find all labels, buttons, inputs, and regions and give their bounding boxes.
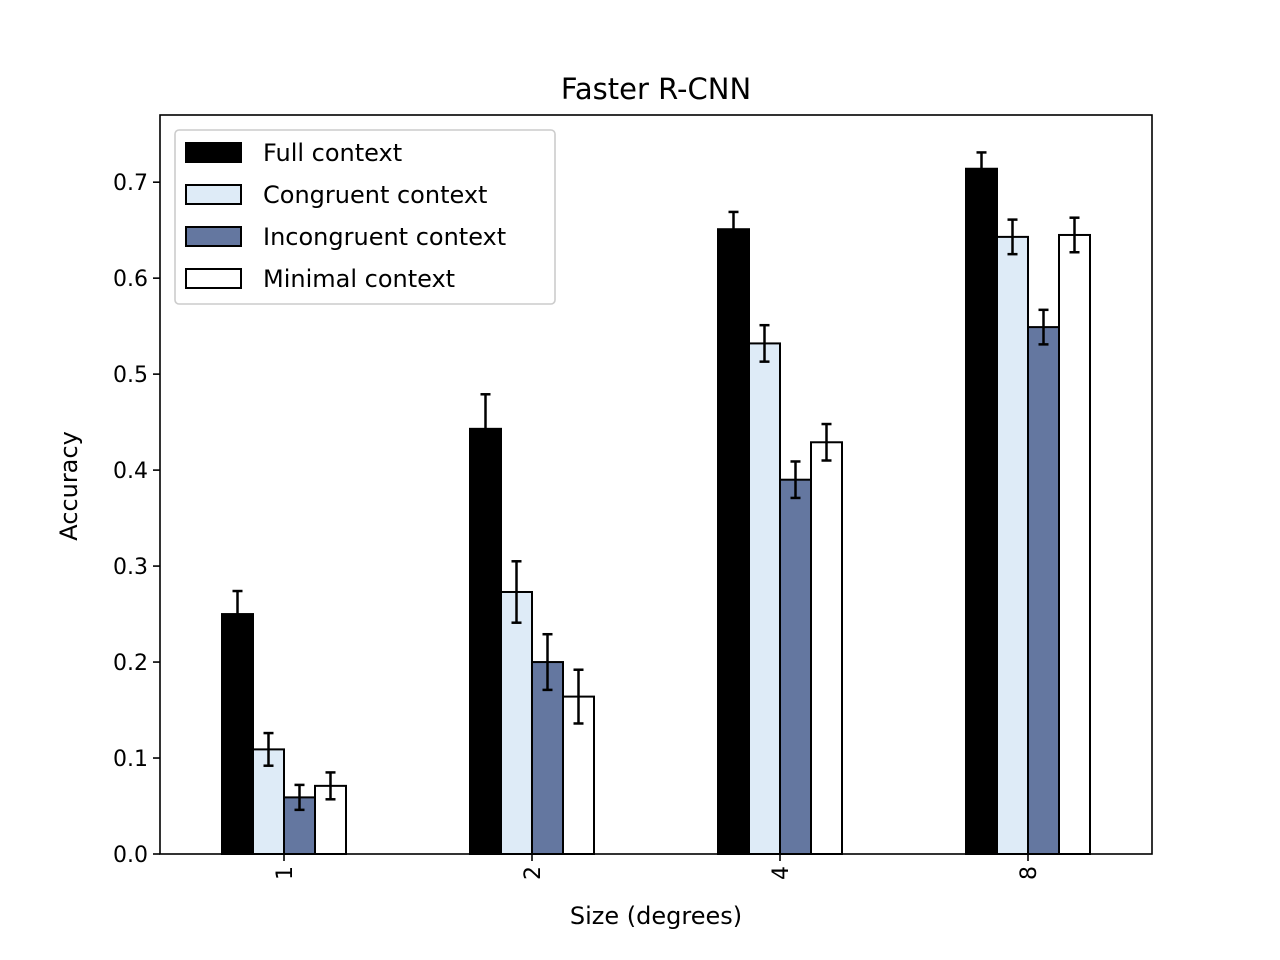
legend-label-minimal-context: Minimal context [263, 265, 455, 293]
legend-swatch-minimal-context [185, 268, 242, 289]
bar-minimal-context-8 [1058, 233, 1091, 855]
bar-minimal-context-4 [810, 441, 843, 855]
bar-congruent-context-2 [500, 590, 533, 855]
legend-swatch-incongruent-context [185, 226, 242, 247]
x-axis-label: Size (degrees) [570, 902, 742, 930]
x-tick-label-1: 1 [273, 866, 298, 880]
y-tick-label-0.5: 0.5 [113, 363, 148, 388]
y-axis: 0.0 0.1 0.2 0.3 0.4 0.5 0.6 0.7 [113, 171, 160, 868]
errorbars-layer [232, 151, 1080, 812]
bar-full-context-1 [221, 613, 254, 855]
y-tick-label-0.3: 0.3 [113, 555, 148, 580]
chart-title: Faster R-CNN [561, 72, 751, 106]
legend-swatch-full-context [185, 142, 242, 163]
bar-congruent-context-8 [996, 235, 1029, 855]
plot-frame [159, 114, 1153, 855]
legend-box [174, 129, 556, 305]
legend: Full context Congruent context Incongruent… [174, 129, 556, 305]
x-tick-label-8: 8 [1017, 866, 1042, 880]
y-tick-label-0.0: 0.0 [113, 843, 148, 868]
bar-incongruent-context-4 [779, 478, 812, 855]
y-tick-label-0.7: 0.7 [113, 171, 148, 196]
legend-swatch-congruent-context [185, 184, 242, 205]
legend-label-congruent-context: Congruent context [263, 181, 487, 209]
y-axis-label: Accuracy [55, 431, 83, 541]
y-tick-label-0.6: 0.6 [113, 267, 148, 292]
x-tick-label-2: 2 [521, 866, 546, 880]
bar-incongruent-context-8 [1027, 326, 1060, 855]
legend-label-incongruent-context: Incongruent context [263, 223, 506, 251]
legend-label-full-context: Full context [263, 139, 402, 167]
bar-full-context-2 [469, 427, 502, 855]
y-tick-label-0.2: 0.2 [113, 651, 148, 676]
y-tick-label-0.1: 0.1 [113, 747, 148, 772]
y-tick-label-0.4: 0.4 [113, 459, 148, 484]
bars-layer [221, 167, 1091, 856]
bar-full-context-8 [965, 167, 998, 855]
x-tick-label-4: 4 [769, 866, 794, 880]
bar-congruent-context-4 [748, 342, 781, 855]
bar-full-context-4 [717, 228, 750, 855]
x-axis: 1 2 4 8 [273, 854, 1042, 880]
